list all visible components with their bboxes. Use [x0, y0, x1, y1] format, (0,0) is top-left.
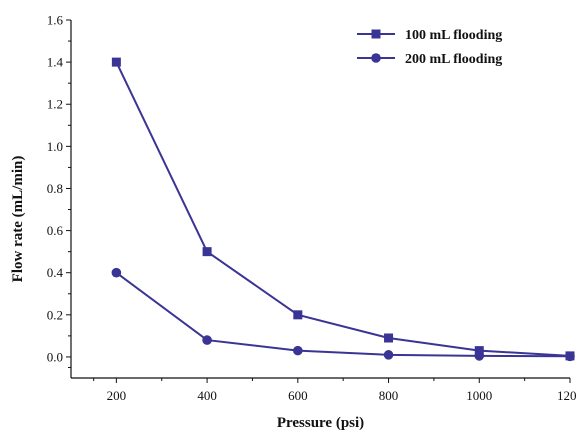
y-tick-label: 1.0 [47, 139, 63, 154]
y-tick-label: 0.8 [47, 181, 63, 196]
series-100ml-point [384, 333, 394, 343]
legend-item-200ml-marker [371, 53, 381, 63]
legend-item-100ml-marker [371, 29, 381, 39]
legend-item-200ml-label: 200 mL flooding [405, 52, 502, 67]
series-100ml-point [293, 310, 303, 320]
x-tick-label: 400 [197, 388, 217, 403]
series-200ml-point [202, 335, 212, 345]
series-200ml-line [115, 271, 571, 358]
series-100ml-point [202, 247, 212, 257]
y-tick-label: 0.4 [47, 265, 64, 280]
y-tick-label: 0.6 [47, 223, 64, 238]
x-axis-title: Pressure (psi) [277, 415, 364, 431]
series-100ml-point [111, 57, 121, 67]
series-layer [111, 57, 575, 362]
series-100ml-line [115, 61, 571, 357]
series-200ml-point [293, 345, 303, 356]
series-200ml-point [474, 351, 485, 361]
legend-item-100ml-label: 100 mL flooding [405, 28, 502, 43]
legend-item-100ml: 100 mL flooding [357, 28, 502, 43]
x-tick-label: 1000 [466, 388, 492, 403]
y-tick-label: 0.0 [47, 349, 63, 364]
series-200ml-point [565, 351, 575, 362]
series-200ml-point [383, 350, 394, 360]
y-tick-label: 1.6 [47, 13, 64, 28]
series-100ml [111, 57, 575, 361]
y-tick-label: 1.4 [47, 55, 64, 70]
x-tick-label: 800 [379, 388, 399, 403]
series-200ml [111, 267, 575, 362]
series-100ml-point [474, 346, 484, 356]
legend-item-200ml: 200 mL flooding [357, 52, 502, 67]
x-tick-label: 600 [288, 388, 308, 403]
legend: 100 mL flooding 200 mL flooding [357, 28, 502, 67]
x-tick-label: 200 [107, 388, 127, 403]
series-200ml-point [111, 267, 122, 278]
y-tick-label: 1.2 [47, 97, 63, 112]
y-tick-label: 0.2 [47, 307, 63, 322]
y-axis-title: Flow rate (mL/min) [10, 156, 26, 283]
